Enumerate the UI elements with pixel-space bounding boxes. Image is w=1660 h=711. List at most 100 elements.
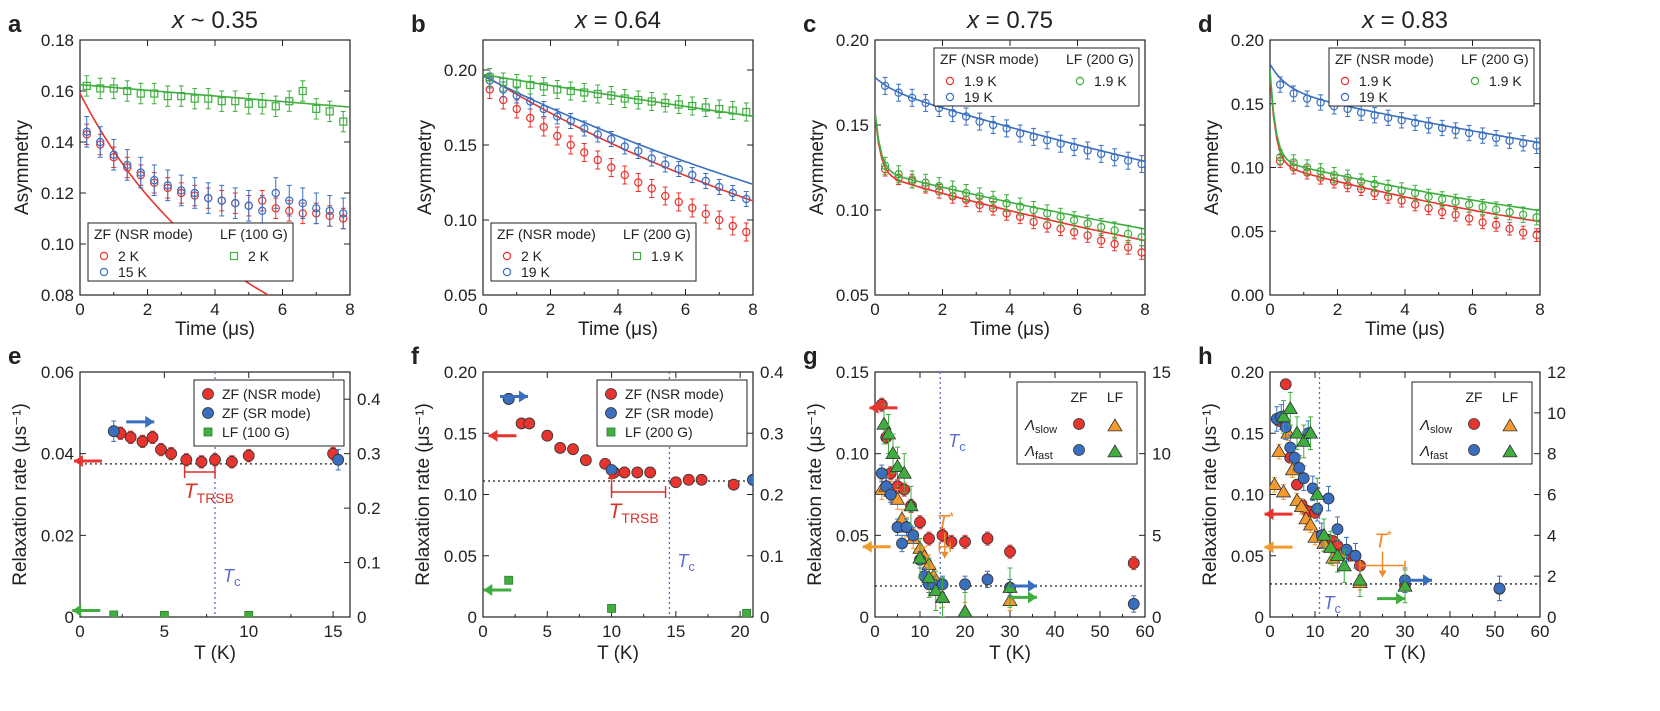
x-tick-label: 30 — [1001, 622, 1020, 641]
legend-lambda: Λ — [1024, 417, 1035, 434]
tc-label: Tc — [1324, 593, 1342, 616]
data-point — [566, 86, 575, 96]
data-point — [526, 97, 535, 106]
x-tick-label: 20 — [731, 622, 750, 641]
panel-title: x = 0.75 — [966, 7, 1053, 34]
series-2 — [504, 575, 751, 617]
panel-letter: g — [803, 343, 818, 370]
legend-label: 1.9 K — [1359, 73, 1392, 89]
data-point — [1056, 139, 1065, 148]
legend-marker — [202, 407, 214, 419]
data-point — [258, 206, 267, 216]
data-point — [1302, 163, 1312, 172]
data-point — [884, 488, 897, 501]
data-point — [948, 185, 957, 194]
data-point — [988, 195, 998, 204]
panel-letter: f — [411, 343, 420, 370]
data-point — [620, 170, 629, 180]
legend-marker — [1468, 418, 1480, 430]
data-layer — [80, 372, 350, 617]
legend-label: 19 K — [521, 264, 550, 280]
y2-tick-label: 5 — [1152, 526, 1161, 545]
legend: ZF (NSR mode) ZF (SR mode) LF (100 G) — [193, 379, 345, 447]
x-tick-label: 0 — [478, 622, 487, 641]
panel-d: d x = 0.83 0 2 4 6 8 0.00 0.05 0.10 0.15 0.20 Time (… — [1198, 7, 1545, 340]
legend-header-zf: ZF (NSR mode) — [497, 226, 596, 242]
y2-tick-label: 0 — [357, 608, 366, 627]
data-point — [1437, 195, 1447, 204]
data-point — [1343, 173, 1352, 182]
panel-letter: a — [8, 11, 22, 38]
data-point — [593, 155, 602, 165]
data-point — [298, 198, 307, 208]
data-point — [136, 168, 145, 177]
data-point — [1493, 582, 1506, 595]
data-point — [934, 589, 951, 603]
title-value: = 0.83 — [1374, 7, 1448, 34]
axis-arrow-right — [1009, 591, 1037, 604]
legend-marker — [502, 251, 512, 261]
data-point — [634, 95, 643, 105]
x-tick-label: 0 — [1265, 300, 1274, 319]
data-point — [981, 532, 994, 545]
data-layer — [875, 76, 1145, 260]
trsb-sub: TRSB — [621, 510, 658, 526]
x-tick-label: 8 — [345, 300, 354, 319]
data-point — [728, 106, 737, 115]
data-point — [1352, 572, 1368, 586]
y2-tick-label: 0.3 — [760, 424, 784, 443]
data-point — [539, 122, 548, 132]
tc-sub: c — [959, 439, 966, 454]
trsb-bracket: TTRSB — [607, 472, 667, 526]
x-tick-label: 50 — [1486, 622, 1505, 641]
y-tick-label: 0.10 — [41, 235, 74, 254]
data-point — [1464, 200, 1474, 209]
series-0 — [80, 93, 348, 295]
data-point — [339, 117, 348, 126]
data-point — [217, 196, 226, 205]
legend-marker — [1107, 444, 1123, 458]
x-tick-label: 8 — [1535, 300, 1544, 319]
axis-arrow-head — [1423, 574, 1432, 587]
data-point — [1316, 98, 1325, 107]
y-axis-label: Relaxation rate (μs⁻¹) — [413, 403, 434, 586]
data-point — [312, 204, 321, 213]
data-point — [180, 453, 193, 466]
x-tick-label: 8 — [748, 300, 757, 319]
data-point — [1137, 233, 1145, 242]
tstar-marker: T* — [937, 509, 954, 559]
y-tick-label: 0 — [860, 608, 869, 627]
x-tick-label: 4 — [613, 300, 622, 319]
y-axis-label: Asymmetry — [807, 120, 828, 216]
data-point — [258, 99, 267, 108]
data-point — [631, 466, 644, 479]
legend-row-label: Λslow — [1024, 417, 1057, 436]
data-point — [1356, 108, 1366, 117]
y2-tick-label: 6 — [1547, 486, 1556, 505]
fit-curve — [80, 93, 270, 295]
legend-header-zf: ZF (NSR mode) — [1335, 51, 1434, 67]
data-point — [539, 82, 548, 91]
legend-row-label: Λslow — [1419, 417, 1452, 436]
data-point — [742, 608, 751, 617]
data-point — [885, 445, 901, 459]
y-axis-label: Relaxation rate (μs⁻¹) — [1200, 403, 1221, 586]
data-point — [312, 104, 321, 113]
data-point — [579, 454, 592, 467]
axis-arrow-left — [73, 455, 102, 468]
x-tick-label: 60 — [1136, 622, 1155, 641]
legend-row-label: Λfast — [1419, 443, 1448, 462]
trsb-label: TTRSB — [609, 500, 659, 526]
data-point — [1424, 121, 1433, 130]
data-point — [526, 80, 535, 90]
data-point — [1451, 210, 1460, 219]
data-point — [526, 113, 535, 123]
data-point — [1437, 123, 1447, 133]
data-point — [1271, 443, 1287, 457]
fit-curve — [80, 83, 350, 108]
legend-marker — [632, 251, 642, 261]
data-point — [661, 191, 670, 201]
data-point — [682, 473, 695, 486]
y-axis-label: Asymmetry — [1202, 120, 1223, 216]
y-tick-label: 0.05 — [444, 547, 477, 566]
